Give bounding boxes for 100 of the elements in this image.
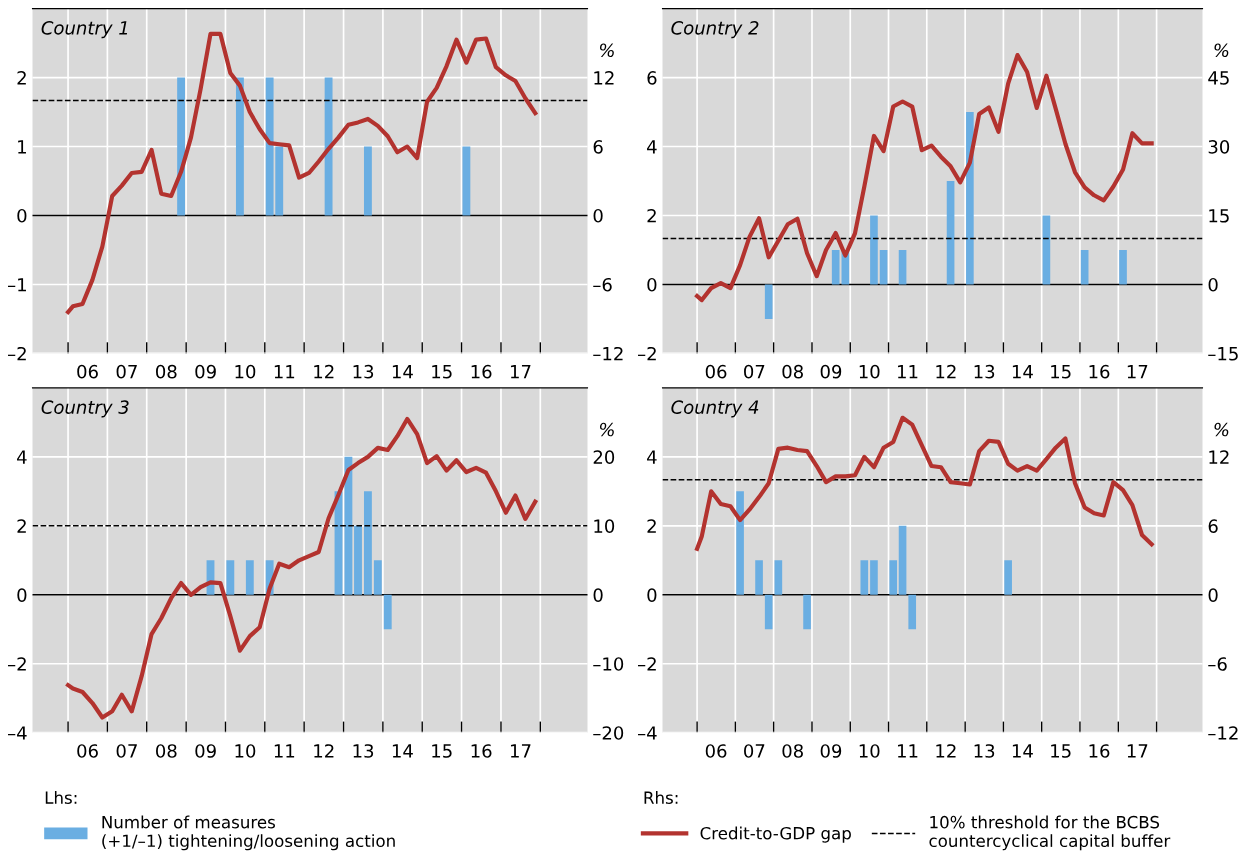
- y2-tick-label: 12: [1209, 450, 1229, 464]
- x-tick-label: 14: [1012, 365, 1033, 379]
- y-tick-label: 0: [17, 208, 27, 223]
- x-tick-label: 16: [471, 364, 492, 379]
- bar: [831, 249, 840, 285]
- bar: [908, 594, 917, 630]
- bar: [755, 560, 763, 595]
- y-tick-label: –2: [638, 346, 656, 361]
- text: Country 1: [41, 21, 128, 39]
- bar: [1080, 249, 1089, 285]
- bar: [774, 560, 783, 595]
- bar: [764, 594, 773, 630]
- x-tick-label: 12: [314, 744, 334, 758]
- x-tick-label: 15: [1051, 365, 1071, 379]
- x-tick-label: 09: [195, 744, 216, 758]
- y2-tick-label: 45: [1208, 71, 1229, 85]
- y2-axis-title: %: [599, 422, 614, 437]
- x-tick-label: 06: [77, 364, 98, 379]
- legend-label: 10% threshold for the BCBS countercyclical capital buffer: [929, 815, 1171, 851]
- y-tick-label: –4: [8, 726, 27, 740]
- legend-label: Credit-to-GDP gap: [700, 826, 851, 843]
- text: Country 2: [671, 21, 759, 39]
- legend-label: Number of measures (+1/–1) tightening/loosening action: [102, 815, 395, 851]
- x-tick-label: 06: [77, 744, 98, 758]
- text: Country 4: [671, 400, 759, 418]
- x-tick-label: 13: [353, 744, 374, 758]
- y-tick-label: 0: [647, 588, 657, 602]
- bar: [898, 249, 907, 285]
- y2-tick-label: –12: [1208, 726, 1238, 740]
- y2-tick-label: –6: [593, 277, 612, 292]
- y2-axis-title: %: [1214, 422, 1229, 437]
- bar: [344, 456, 353, 595]
- x-tick-label: 11: [897, 365, 918, 379]
- bar: [736, 491, 744, 595]
- y2-tick-label: –15: [1208, 347, 1238, 361]
- x-tick-label: 17: [1127, 744, 1148, 758]
- y-tick-label: 2: [647, 519, 656, 533]
- x-tick-label: 13: [353, 364, 374, 379]
- x-tick-label: 08: [782, 744, 803, 758]
- x-tick-label: 14: [392, 744, 413, 758]
- y-tick-label: –1: [8, 278, 26, 292]
- bar: [363, 491, 372, 595]
- x-tick-label: 11: [274, 744, 295, 758]
- x-tick-label: 10: [859, 744, 880, 758]
- y-tick-label: 4: [17, 450, 27, 464]
- x-tick-label: 07: [744, 744, 765, 758]
- x-tick-label: 16: [471, 744, 492, 758]
- y-tick-label: 6: [647, 71, 657, 85]
- x-tick-label: 16: [1089, 364, 1110, 379]
- x-tick-label: 08: [782, 364, 803, 379]
- y-tick-label: 0: [17, 588, 27, 602]
- x-tick-label: 11: [897, 744, 918, 758]
- x-tick-label: 17: [510, 365, 531, 379]
- y-tick-label: 1: [18, 140, 26, 154]
- y-tick-label: –2: [8, 657, 26, 671]
- x-tick-label: 15: [1051, 744, 1071, 758]
- x-tick-label: 12: [314, 364, 334, 379]
- x-tick-label: 12: [936, 364, 956, 379]
- y2-tick-label: 0: [593, 588, 603, 602]
- x-tick-label: 15: [432, 744, 452, 758]
- y-tick-label: 2: [17, 71, 26, 85]
- x-tick-label: 17: [510, 744, 531, 758]
- x-tick-label: 16: [1089, 744, 1110, 758]
- x-tick-label: 10: [235, 744, 256, 758]
- x-tick-label: 11: [274, 365, 295, 379]
- y2-tick-label: 0: [1208, 588, 1218, 602]
- x-tick-label: 09: [195, 364, 216, 379]
- line-series: [65, 416, 538, 720]
- y2-tick-label: 0: [593, 208, 603, 223]
- bar: [764, 284, 773, 319]
- x-tick-label: 09: [820, 364, 842, 379]
- y-tick-label: –2: [8, 346, 26, 361]
- bar: [870, 560, 878, 595]
- y-tick-label: –2: [638, 657, 656, 671]
- y2-axis-title: %: [1214, 43, 1229, 58]
- bar: [879, 249, 888, 285]
- bar: [898, 525, 907, 595]
- bar: [1119, 249, 1127, 285]
- x-tick-label: 15: [432, 365, 452, 379]
- text: Country 3: [41, 400, 129, 418]
- y2-axis-title: %: [599, 43, 614, 58]
- x-tick-label: 07: [116, 744, 137, 758]
- text: Rhs:: [644, 791, 678, 804]
- x-tick-label: 06: [705, 364, 727, 379]
- y2-tick-label: 0: [1208, 277, 1218, 292]
- y2-tick-label: –6: [1208, 657, 1227, 671]
- y-tick-label: 2: [647, 208, 656, 223]
- bar: [889, 560, 898, 595]
- y-tick-label: 4: [647, 450, 657, 464]
- x-tick-label: 08: [156, 744, 177, 758]
- y-tick-label: 4: [647, 140, 657, 154]
- bar: [373, 560, 382, 595]
- bar: [870, 215, 878, 285]
- y2-tick-label: 10: [594, 519, 615, 533]
- x-tick-label: 09: [820, 744, 842, 758]
- y-tick-label: –4: [638, 726, 657, 740]
- y2-tick-label: 15: [1209, 209, 1229, 223]
- y2-tick-label: 20: [593, 450, 615, 464]
- x-tick-label: 08: [156, 364, 177, 379]
- bar: [226, 560, 235, 595]
